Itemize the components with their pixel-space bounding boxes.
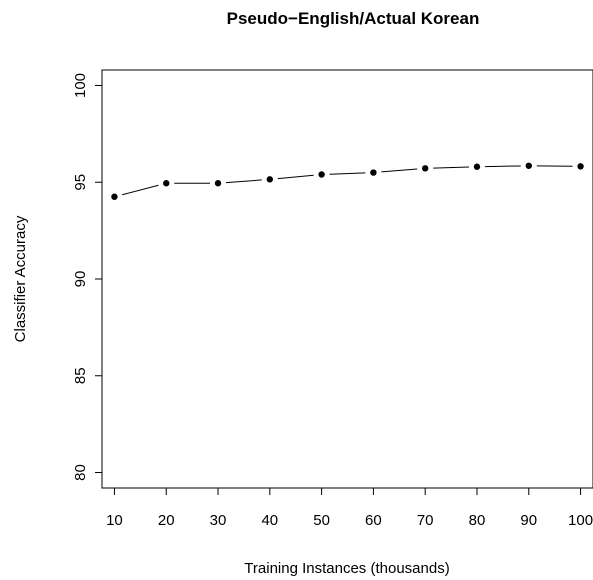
x-tick-label: 60 [365,512,382,529]
chart-title: Pseudo−English/Actual Korean [227,9,480,28]
x-axis: 10 20 30 40 50 60 70 80 90 100 [106,487,593,529]
data-point [163,180,170,187]
y-axis-label: Classifier Accuracy [12,215,29,342]
data-point [111,193,118,200]
data-point [525,162,532,169]
series-line-segment [484,165,521,168]
data-point [370,169,377,176]
series-layer [111,162,584,200]
data-point [577,163,584,170]
y-tick-label: 100 [72,73,89,98]
x-tick-label: 80 [469,512,486,529]
data-point [266,176,274,183]
x-tick-label: 90 [520,512,537,529]
y-tick-label: 85 [72,367,89,384]
data-point [214,180,222,187]
series-line-segment [225,179,262,184]
y-tick-label: 90 [72,271,89,288]
x-tick-label: 20 [158,512,175,529]
x-tick-label: 40 [261,512,278,529]
series-line-segment [277,174,314,180]
y-tick-label: 95 [72,174,89,191]
y-axis: 80 85 90 95 100 [72,73,103,481]
x-tick-label: 70 [417,512,434,529]
plot-area-frame [101,69,593,489]
x-tick-label: 50 [313,512,330,529]
series-line-segment [381,168,418,173]
x-axis-label: Training Instances (thousands) [244,560,449,577]
series-line-segment [329,172,366,175]
data-point [421,165,429,172]
y-tick-label: 80 [72,464,89,481]
data-point [473,163,481,170]
x-tick-label: 30 [210,512,227,529]
x-tick-label: 100 [568,512,593,529]
data-point [318,171,325,178]
x-tick-label: 10 [106,512,123,529]
series-line-segment [433,166,470,169]
series-line-segment [122,184,159,196]
